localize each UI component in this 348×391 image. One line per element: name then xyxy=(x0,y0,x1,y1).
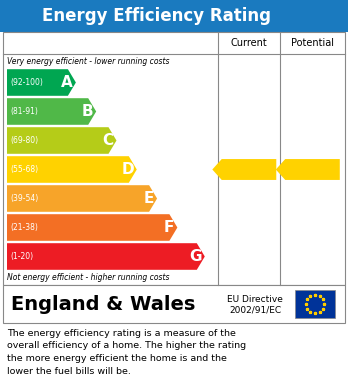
Text: (39-54): (39-54) xyxy=(10,194,38,203)
Bar xyxy=(3,32,345,285)
Text: Not energy efficient - higher running costs: Not energy efficient - higher running co… xyxy=(7,273,169,283)
Text: Very energy efficient - lower running costs: Very energy efficient - lower running co… xyxy=(7,57,169,66)
Text: G: G xyxy=(189,249,202,264)
Text: The energy efficiency rating is a measure of the
overall efficiency of a home. T: The energy efficiency rating is a measur… xyxy=(7,329,246,375)
Polygon shape xyxy=(7,98,96,125)
Text: E: E xyxy=(144,191,154,206)
Text: (55-68): (55-68) xyxy=(10,165,38,174)
Text: (21-38): (21-38) xyxy=(10,223,38,232)
Text: (69-80): (69-80) xyxy=(10,136,38,145)
Text: England & Wales: England & Wales xyxy=(11,294,195,314)
Text: F: F xyxy=(164,220,174,235)
Text: B: B xyxy=(81,104,93,119)
Polygon shape xyxy=(7,214,177,241)
Text: (1-20): (1-20) xyxy=(10,252,33,261)
Polygon shape xyxy=(212,159,276,180)
Text: Potential: Potential xyxy=(291,38,334,48)
Polygon shape xyxy=(7,185,157,212)
Text: 55: 55 xyxy=(303,162,325,177)
Text: Energy Efficiency Rating: Energy Efficiency Rating xyxy=(42,7,271,25)
Text: 55: 55 xyxy=(240,162,261,177)
Polygon shape xyxy=(7,127,117,154)
Polygon shape xyxy=(7,69,76,96)
Polygon shape xyxy=(276,159,340,180)
Text: C: C xyxy=(102,133,113,148)
Text: 2002/91/EC: 2002/91/EC xyxy=(229,305,281,314)
Bar xyxy=(3,285,345,323)
Text: (92-100): (92-100) xyxy=(10,78,43,87)
Bar xyxy=(0,0,348,32)
Text: EU Directive: EU Directive xyxy=(227,295,283,304)
Polygon shape xyxy=(7,243,205,270)
Text: A: A xyxy=(61,75,73,90)
Bar xyxy=(295,290,335,318)
Text: Current: Current xyxy=(231,38,267,48)
Polygon shape xyxy=(7,156,137,183)
Text: (81-91): (81-91) xyxy=(10,107,38,116)
Text: D: D xyxy=(121,162,134,177)
